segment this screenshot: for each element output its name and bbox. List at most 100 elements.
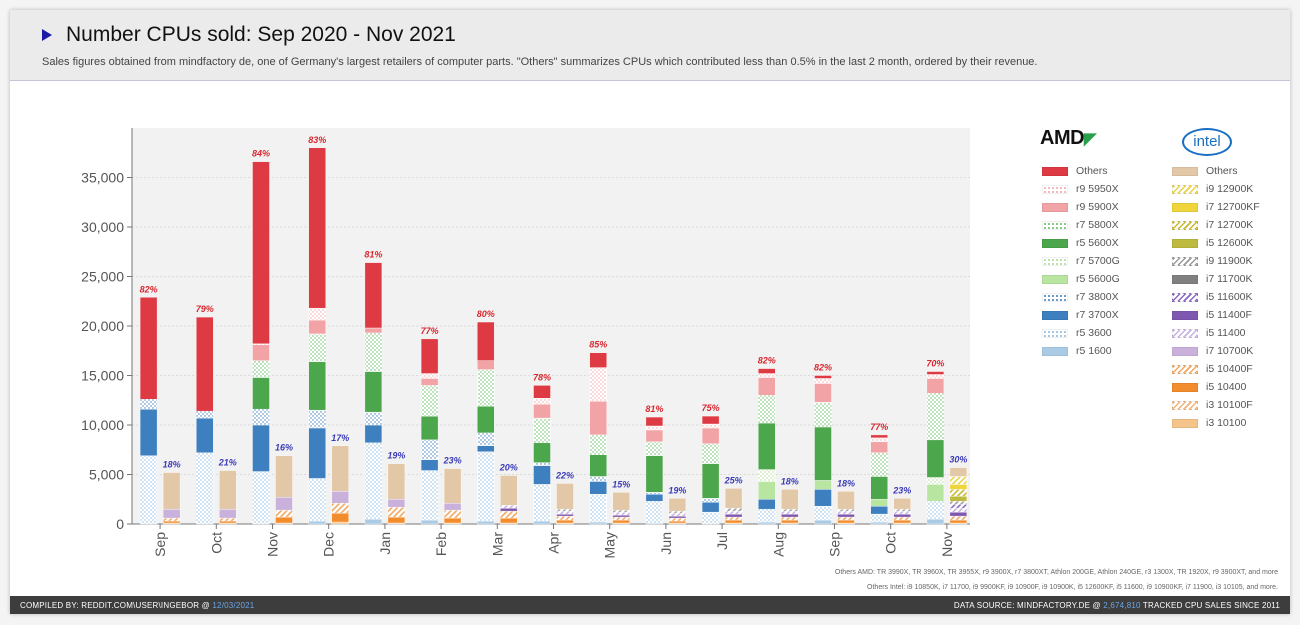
share-label-intel: 23% xyxy=(443,456,462,466)
legend-item-intel-i9-12900k: i9 12900K xyxy=(1172,180,1260,198)
bar-segment-intel-others xyxy=(443,468,462,504)
bar-segment-intel-i5-10400 xyxy=(556,519,574,524)
legend-swatch xyxy=(1042,292,1068,302)
legend-item-intel-i9-11900k: i9 11900K xyxy=(1172,252,1260,270)
bar-segment-amd-r5-5600g xyxy=(814,480,832,490)
bar-segment-amd-r7-5800x xyxy=(645,441,664,456)
bar-segment-intel-i5-11400 xyxy=(556,510,574,515)
legend-swatch xyxy=(1042,238,1068,248)
legend-swatch xyxy=(1172,310,1198,320)
bar-segment-intel-i5-11400f xyxy=(556,513,574,517)
legend-item-amd-r5-5600x: r5 5600X xyxy=(1042,234,1120,252)
legend-swatch xyxy=(1042,346,1068,356)
x-tick-label: May xyxy=(602,532,618,558)
legend-item-intel-i5-12600k: i5 12600K xyxy=(1172,234,1260,252)
bar-segment-intel-i7-10700k xyxy=(331,491,349,504)
legend-swatch xyxy=(1042,184,1068,194)
legend-label: r9 5950X xyxy=(1076,183,1119,195)
legend-swatch xyxy=(1172,256,1198,266)
legend-item-intel-i3-10100: i3 10100 xyxy=(1172,414,1260,432)
bar-segment-intel-others xyxy=(556,483,574,510)
legend-item-amd-r7-3700x: r7 3700X xyxy=(1042,306,1120,324)
bar-segment-amd-r5-5600x xyxy=(645,455,664,493)
title-row: Number CPUs sold: Sep 2020 - Nov 2021 xyxy=(42,23,456,47)
x-tick-label: Dec xyxy=(321,532,337,557)
bar-segment-amd-r5-3600 xyxy=(926,501,945,520)
legend-item-amd-r5-3600: r5 3600 xyxy=(1042,324,1120,342)
bar-segment-amd-r7-3700x xyxy=(420,459,439,471)
bar-segment-amd-r5-3600 xyxy=(645,501,664,524)
legend-item-intel-i7-12700k: i7 12700K xyxy=(1172,216,1260,234)
bar-segment-amd-r7-3700x xyxy=(645,494,664,502)
bar-segment-intel-i5-10400 xyxy=(387,516,406,524)
bar-segment-intel-others xyxy=(275,455,293,498)
bar-segment-amd-r9-5900x xyxy=(814,383,832,403)
bar-segment-intel-i5-10400f xyxy=(387,506,406,518)
y-tick-label: 5,000 xyxy=(89,467,124,483)
chart-title: Number CPUs sold: Sep 2020 - Nov 2021 xyxy=(66,23,456,46)
bar-segment-amd-r7-3800x xyxy=(533,462,551,466)
bar-segment-amd-r5-1600 xyxy=(533,520,551,525)
gridlines xyxy=(132,177,970,475)
bar-segment-amd-r5-1600 xyxy=(589,521,607,525)
share-label-intel: 25% xyxy=(724,475,743,485)
bar-segment-amd-r9-5950x xyxy=(870,437,888,443)
legend-item-intel-i7-11700k: i7 11700K xyxy=(1172,270,1260,288)
bar-segment-amd-r7-5800x xyxy=(364,332,383,372)
bar-segment-intel-i5-10400f xyxy=(837,516,855,521)
bar-segment-intel-i5-11400f xyxy=(612,514,630,518)
bar-segment-intel-i9-11900k xyxy=(668,510,687,514)
stacked-bar-chart: 0 5,000 10,000 15,000 20,000 25,000 30,000 35,0… xyxy=(81,128,970,558)
bar-segment-amd-others xyxy=(477,321,495,361)
bar-segment-amd-others xyxy=(814,375,832,379)
bar-segment-amd-r9-5900x xyxy=(701,427,720,445)
bar-segment-intel-i9-12900k xyxy=(949,476,968,485)
bar-segment-intel-i5-11400f xyxy=(893,513,911,518)
x-tick-label: Apr xyxy=(546,532,562,554)
legend-swatch xyxy=(1042,166,1068,176)
x-tick-label: Nov xyxy=(265,532,281,557)
bar-segment-intel-i5-11400 xyxy=(893,510,911,515)
bar-segment-intel-others xyxy=(893,498,911,510)
bar-segment-amd-r9-5950x xyxy=(645,425,664,431)
bar-segment-amd-others xyxy=(701,415,720,425)
bar-segment-intel-i9-11900k xyxy=(893,508,911,512)
bar-segment-amd-r7-5800x xyxy=(758,395,776,424)
bar-segment-amd-r9-5950x xyxy=(926,374,945,379)
bar-segment-amd-r5-3600 xyxy=(139,455,158,525)
bar-segment-intel-others xyxy=(500,475,518,506)
legend-item-intel-i3-10100f: i3 10100F xyxy=(1172,396,1260,414)
bar-segment-intel-i5-10400 xyxy=(893,519,911,524)
bar-segment-amd-others xyxy=(589,352,607,368)
bar-segment-intel-i5-10400f xyxy=(556,515,574,521)
share-label-intel: 21% xyxy=(218,458,237,468)
legend-swatch xyxy=(1172,382,1198,392)
bar-segment-intel-i7-12700kf xyxy=(949,484,968,490)
bar-segment-amd-r5-5600g xyxy=(758,481,776,500)
bar-segment-intel-i7-10700k xyxy=(219,508,237,519)
bar-segment-amd-r7-5800x xyxy=(252,360,270,378)
bar-segment-amd-others xyxy=(252,161,270,345)
share-label-intel: 17% xyxy=(331,433,349,443)
share-label-amd: 81% xyxy=(645,404,663,414)
bar-segment-intel-others xyxy=(668,498,687,512)
legend-label: i3 10100 xyxy=(1206,417,1247,429)
bar-segment-amd-r7-5700g xyxy=(926,477,945,485)
footer-credit: COMPILED BY: REDDIT.COM\USER\INGEBOR @ 1… xyxy=(20,600,255,610)
share-label-amd: 77% xyxy=(421,326,439,336)
legend-swatch xyxy=(1172,418,1198,428)
legend-item-intel-i5-11600k: i5 11600K xyxy=(1172,288,1260,306)
bar-segment-intel-i5-11400f xyxy=(781,513,799,518)
bar-segment-amd-r5-5600x xyxy=(308,361,326,411)
legend-amd: Others r9 5950X r9 5900X r7 5800X r5 5600X r7… xyxy=(1042,162,1120,360)
chart-card: Number CPUs sold: Sep 2020 - Nov 2021 Sa… xyxy=(10,10,1290,614)
bar-segment-amd-r5-1600 xyxy=(308,520,326,525)
bar-segment-intel-i5-10400f xyxy=(949,515,968,521)
x-tick-label: Jul xyxy=(714,532,730,550)
share-label-amd: 77% xyxy=(870,422,888,432)
bar-segment-amd-r7-3700x xyxy=(196,417,214,453)
legend-label: i7 11700K xyxy=(1206,273,1253,285)
legend-swatch xyxy=(1172,346,1198,356)
bar-segment-amd-r9-5950x xyxy=(758,373,776,378)
bar-segment-amd-r7-5800x xyxy=(870,452,888,477)
